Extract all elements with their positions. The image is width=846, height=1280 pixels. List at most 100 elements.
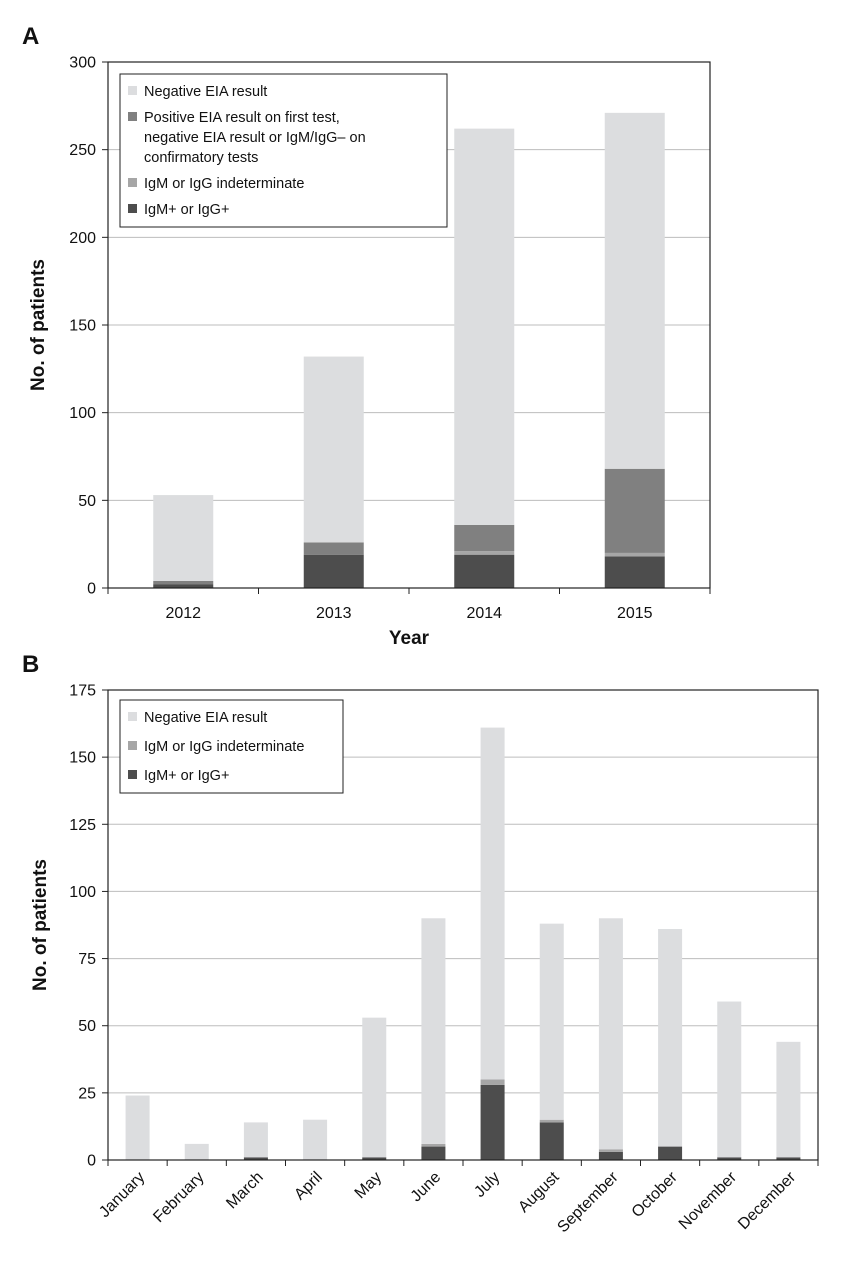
plot-frame-a [107, 61, 711, 589]
bar-b-august-igm-or-igg [539, 1122, 564, 1160]
bar-b-december-igm-or-igg [776, 1157, 801, 1160]
y-tick-label-b-0: 0 [87, 1153, 96, 1170]
bar-b-march-igm-or-igg [243, 1157, 268, 1160]
legend-label-a-2: IgM or IgG indeterminate [144, 176, 304, 192]
bar-a-2015-igm-or-igg [604, 556, 665, 588]
bar-b-may-negative-eia-result [362, 1017, 387, 1158]
bar-a-2014-positive-eia-result-on-first-t [454, 524, 515, 552]
legend-box-b [119, 699, 344, 794]
bar-b-july-igm-or-igg-indeterminate [480, 1079, 505, 1085]
x-tick-label-b-november: November [676, 1168, 741, 1233]
bar-b-june-igm-or-igg-indeterminate [421, 1143, 446, 1147]
legend-swatch-b-2 [128, 770, 137, 779]
y-axis-title-a: No. of patients [28, 259, 49, 391]
bar-a-2014-negative-eia-result [454, 128, 515, 525]
y-tick-label-a-200: 200 [69, 230, 96, 247]
x-tick-label-a-2014: 2014 [466, 605, 502, 622]
bar-b-august-negative-eia-result [539, 923, 564, 1120]
legend-label-line: Negative EIA result [144, 84, 267, 100]
legend-swatch-b-0 [128, 712, 137, 721]
legend-box-a [119, 73, 448, 228]
x-tick-label-b-january: January [96, 1169, 148, 1221]
y-tick-label-b-150: 150 [69, 750, 96, 767]
legend-label-line: confirmatory tests [144, 150, 258, 166]
bar-b-december-negative-eia-result [776, 1041, 801, 1158]
x-tick-label-b-june: June [408, 1169, 445, 1206]
x-tick-label-b-december: December [735, 1168, 800, 1233]
bar-b-november-negative-eia-result [717, 1001, 742, 1158]
bar-a-2013-negative-eia-result [303, 356, 364, 543]
legend-label-b-2: IgM+ or IgG+ [144, 768, 229, 784]
x-tick-label-b-april: April [291, 1169, 326, 1204]
x-tick-label-a-2013: 2013 [316, 605, 352, 622]
legend-swatch-a-0 [128, 86, 137, 95]
bar-a-2012-positive-eia-result-on-first-t [153, 580, 214, 585]
legend-a: Negative EIA result Positive EIA result o… [119, 73, 448, 228]
panel-label-a: A [22, 23, 39, 50]
y-tick-label-a-150: 150 [69, 318, 96, 335]
y-tick-label-a-100: 100 [69, 405, 96, 422]
bar-b-april-negative-eia-result [303, 1119, 328, 1160]
panel-label-b: B [22, 651, 39, 678]
legend-label-line: IgM or IgG indeterminate [144, 739, 304, 755]
bar-a-2013-igm-or-igg [303, 554, 364, 588]
x-axis-title-a: Year [389, 628, 430, 649]
bar-a-2012-igm-or-igg [153, 584, 214, 588]
bar-b-august-igm-or-igg-indeterminate [539, 1119, 564, 1123]
x-tick-label-b-february: February [150, 1169, 207, 1226]
bar-b-june-negative-eia-result [421, 918, 446, 1144]
x-tick-label-b-july: July [471, 1169, 503, 1201]
legend-swatch-a-2 [128, 178, 137, 187]
y-tick-label-a-50: 50 [78, 493, 96, 510]
bar-b-october-igm-or-igg [658, 1146, 683, 1160]
bar-a-2015-igm-or-igg-indeterminate [604, 552, 665, 557]
legend-label-line: IgM+ or IgG+ [144, 768, 229, 784]
plot-frame-b [107, 689, 819, 1161]
bar-b-july-igm-or-igg [480, 1084, 505, 1160]
x-tick-label-b-august: August [515, 1168, 563, 1216]
x-tick-label-b-may: May [352, 1169, 385, 1202]
y-tick-label-b-175: 175 [69, 683, 96, 700]
bar-b-may-igm-or-igg [362, 1157, 387, 1160]
x-tick-label-a-2015: 2015 [617, 605, 653, 622]
bar-b-september-igm-or-igg-indeterminate [598, 1149, 623, 1152]
legend-label-b-0: Negative EIA result [144, 710, 267, 726]
bar-b-july-negative-eia-result [480, 727, 505, 1080]
bar-b-february-negative-eia-result [184, 1143, 209, 1160]
bar-a-2015-negative-eia-result [604, 112, 665, 469]
legend-label-line: IgM or IgG indeterminate [144, 176, 304, 192]
y-tick-label-b-50: 50 [78, 1018, 96, 1035]
bar-a-2013-positive-eia-result-on-first-t [303, 542, 364, 555]
legend-swatch-a-1 [128, 112, 137, 121]
bar-a-2012-negative-eia-result [153, 495, 214, 581]
bar-b-november-igm-or-igg [717, 1157, 742, 1160]
chart-panel-a: A 0 50 100 150 200 250 300 2012 2013 2014 2015 No. … [22, 23, 711, 649]
legend-label-line: IgM+ or IgG+ [144, 202, 229, 218]
x-tick-label-b-october: October [629, 1168, 682, 1221]
y-tick-label-b-125: 125 [69, 817, 96, 834]
legend-b: Negative EIA result IgM or IgG indetermin… [119, 699, 344, 794]
bar-b-june-igm-or-igg [421, 1146, 446, 1160]
bar-b-january-negative-eia-result [125, 1095, 150, 1160]
y-axis-title-b: No. of patients [30, 859, 51, 991]
bar-a-2014-igm-or-igg-indeterminate [454, 551, 515, 555]
y-tick-label-b-75: 75 [78, 951, 96, 968]
x-tick-label-a-2012: 2012 [165, 605, 201, 622]
legend-label-line: negative EIA result or IgM/IgG– on [144, 130, 366, 146]
legend-swatch-a-3 [128, 204, 137, 213]
legend-label-a-3: IgM+ or IgG+ [144, 202, 229, 218]
y-tick-label-a-0: 0 [87, 581, 96, 598]
bar-a-2014-igm-or-igg [454, 554, 515, 588]
bar-b-march-negative-eia-result [243, 1122, 268, 1158]
chart-panel-b: B 0 25 50 75 100 125 150 175 January February Marc… [22, 651, 819, 1236]
bar-b-september-negative-eia-result [598, 918, 623, 1150]
bar-a-2015-positive-eia-result-on-first-t [604, 468, 665, 553]
y-tick-label-b-25: 25 [78, 1085, 96, 1102]
legend-label-line: Positive EIA result on first test, [144, 110, 340, 126]
y-tick-label-a-300: 300 [69, 55, 96, 72]
x-tick-label-b-march: March [223, 1169, 266, 1212]
bar-b-september-igm-or-igg [598, 1151, 623, 1160]
legend-swatch-b-1 [128, 741, 137, 750]
legend-label-b-1: IgM or IgG indeterminate [144, 739, 304, 755]
legend-label-a-0: Negative EIA result [144, 84, 267, 100]
